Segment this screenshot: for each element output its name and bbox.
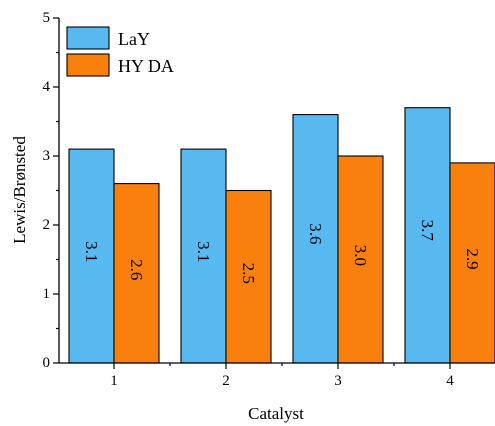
- bar-labels-layer: 3.1 2.6 3.1 2.5 3.6 3.0 3.7 2.9: [82, 220, 482, 284]
- bar-lay-1: [68, 148, 115, 364]
- legend-label-hyda: HY DA: [118, 56, 174, 76]
- bar-label-hyda-3: 3.0: [351, 245, 370, 266]
- legend-swatch-lay: [66, 26, 110, 50]
- x-tick-label-2: 2: [222, 373, 230, 389]
- y-tick-label-0: 0: [43, 355, 51, 371]
- x-axis-title: Catalyst: [248, 404, 304, 423]
- bars-layer: [68, 107, 495, 364]
- legend-label-lay: LaY: [118, 29, 150, 49]
- bar-label-lay-4: 3.7: [418, 220, 437, 242]
- legend: LaY HY DA: [66, 26, 174, 77]
- y-tick-label-4: 4: [43, 79, 51, 95]
- bar-lay-2: [180, 148, 227, 364]
- bar-label-hyda-1: 2.6: [127, 259, 146, 280]
- y-tick-label-5: 5: [43, 10, 51, 26]
- bar-label-hyda-4: 2.9: [463, 248, 482, 269]
- bar-hyda-1: [113, 183, 160, 364]
- bar-label-hyda-2: 2.5: [239, 263, 258, 284]
- x-tick-label-1: 1: [110, 373, 118, 389]
- bar-hyda-3: [337, 155, 384, 364]
- x-tick-label-4: 4: [446, 373, 454, 389]
- bar-label-lay-2: 3.1: [194, 241, 213, 262]
- y-ticks: 0 1 2 3 4 5: [43, 10, 59, 371]
- bar-hyda-2: [225, 189, 272, 364]
- x-tick-label-3: 3: [334, 373, 342, 389]
- legend-swatch-hyda: [66, 53, 110, 77]
- bar-label-lay-1: 3.1: [82, 241, 101, 262]
- bar-label-lay-3: 3.6: [306, 223, 325, 244]
- y-axis-title: Lewis/Brønsted: [10, 136, 29, 244]
- bar-hyda-4: [449, 162, 495, 364]
- y-tick-label-2: 2: [43, 217, 51, 233]
- y-tick-label-1: 1: [43, 286, 51, 302]
- x-ticks: 1 2 3 4: [110, 363, 454, 389]
- y-tick-label-3: 3: [43, 148, 51, 164]
